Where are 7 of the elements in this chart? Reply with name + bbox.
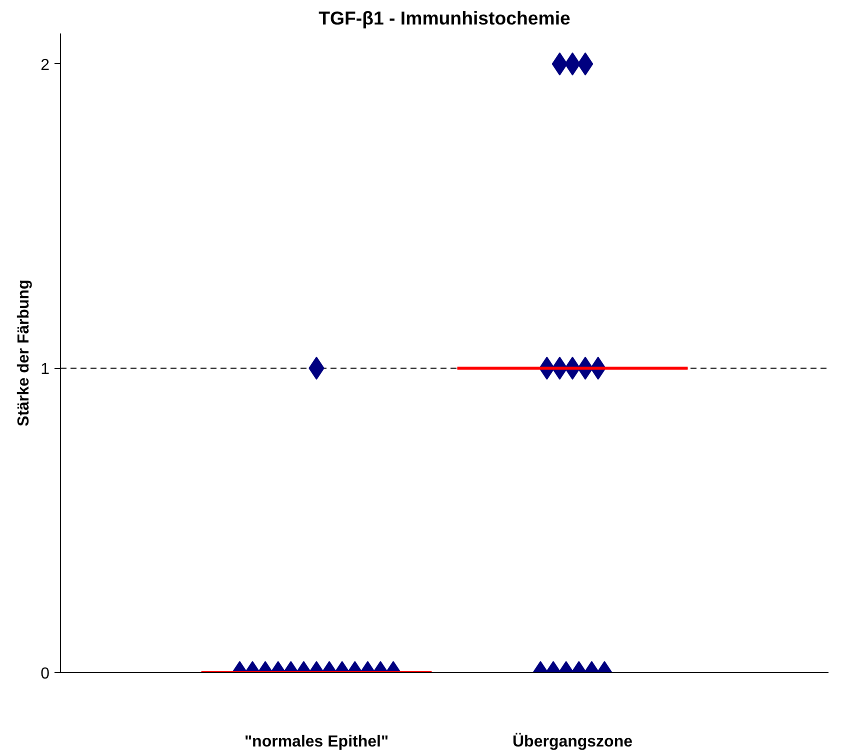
y-tick-label: 1 <box>40 361 50 378</box>
chart-title: TGF-β1 - Immunhistochemie <box>318 8 570 28</box>
y-tick-label: 2 <box>40 56 50 74</box>
y-tick-label: 0 <box>40 666 50 682</box>
x-tick-label: "normales Epithel" <box>244 734 389 750</box>
x-tick-label: Übergangszone <box>512 732 633 750</box>
y-axis-title: Stärke der Färbung <box>16 280 33 426</box>
